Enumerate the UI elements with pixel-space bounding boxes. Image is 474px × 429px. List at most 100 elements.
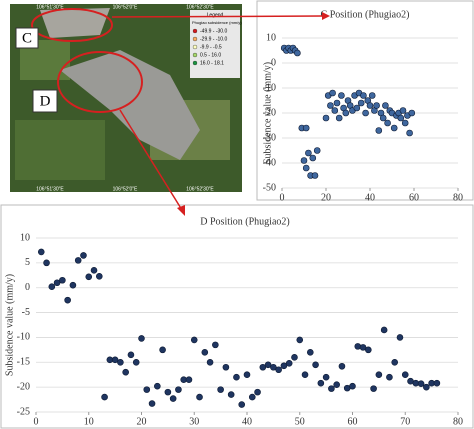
mine-area: [60, 50, 200, 160]
point: [196, 393, 203, 401]
point: [317, 379, 325, 387]
point: [370, 385, 377, 392]
legend-title: Legend: [207, 12, 224, 18]
point: [338, 92, 345, 99]
point: [154, 382, 161, 390]
point: [101, 393, 108, 401]
point: [302, 124, 310, 132]
point: [354, 343, 362, 350]
point: [217, 386, 224, 393]
point: [222, 363, 230, 371]
field: [15, 120, 105, 180]
legend-item: -49.9 - -30.0: [200, 28, 227, 34]
point: [132, 358, 140, 366]
point: [391, 358, 399, 366]
point: [312, 361, 319, 369]
point: [331, 107, 339, 114]
highlight-d: [57, 51, 143, 113]
x-tick-label: 60: [348, 416, 358, 427]
point: [238, 401, 246, 408]
point: [366, 102, 374, 109]
point: [380, 326, 388, 334]
chart-title: C Position (Phugiao2): [321, 9, 410, 20]
point: [360, 92, 367, 99]
x-tick-label: 30: [189, 416, 199, 427]
point: [328, 385, 335, 392]
y-tick-label: 10: [266, 32, 276, 43]
y-tick-label: -20: [263, 107, 276, 118]
coord-label: 106°51'30"E: [36, 186, 64, 192]
point: [302, 164, 310, 172]
y-tick-label: 0: [271, 57, 276, 68]
legend-swatch: [192, 44, 198, 50]
label-box: [15, 27, 39, 49]
x-tick-label: 40: [242, 416, 252, 427]
point: [300, 157, 308, 164]
x-tick-label: 50: [295, 416, 305, 427]
point: [59, 276, 66, 284]
point: [384, 119, 391, 127]
point: [349, 382, 356, 390]
point: [342, 109, 350, 117]
legend-subtitle: Phugiao subsidence (mm/y): [192, 20, 242, 25]
map: Legend Phugiao subsidence (mm/y) -49.9 -…: [10, 4, 242, 192]
point: [164, 388, 172, 396]
point: [96, 272, 103, 280]
point: [85, 273, 93, 281]
point: [90, 267, 98, 274]
y-tick-label: -30: [263, 132, 276, 143]
x-tick-label: 0: [280, 192, 285, 203]
point: [333, 381, 340, 388]
point: [390, 124, 398, 132]
point: [379, 114, 387, 122]
arrow-head: [322, 12, 330, 20]
point: [335, 114, 343, 122]
point: [48, 283, 56, 291]
point: [322, 114, 330, 122]
point: [313, 147, 321, 154]
point: [417, 380, 425, 387]
point: [127, 351, 135, 359]
legend-swatch: [192, 52, 198, 58]
point: [329, 89, 336, 97]
point: [122, 368, 129, 376]
x-tick-label: 10: [84, 416, 94, 427]
x-tick-label: 20: [137, 416, 147, 427]
point: [201, 349, 209, 356]
y-tick-label: 10: [20, 232, 30, 243]
y-tick-label: -15: [17, 357, 30, 368]
point: [322, 373, 330, 381]
y-tick-label: -40: [263, 157, 276, 168]
panel-frame: [0, 204, 474, 429]
point: [408, 109, 416, 117]
y-tick-label: -5: [22, 307, 30, 318]
point: [248, 393, 256, 401]
point: [359, 344, 367, 351]
arrow: [119, 109, 183, 211]
point: [338, 362, 346, 370]
point: [138, 335, 145, 342]
point: [357, 99, 365, 107]
point: [368, 92, 376, 99]
y-tick-label: -20: [17, 381, 30, 392]
panel-frame: [256, 0, 474, 201]
point: [243, 371, 251, 379]
y-tick-label: -10: [17, 332, 30, 343]
point: [365, 346, 372, 354]
y-tick-label: -10: [263, 82, 276, 93]
point: [74, 257, 82, 264]
point: [423, 383, 430, 391]
legend-swatch: [192, 36, 198, 42]
point: [396, 334, 404, 341]
point: [159, 346, 166, 354]
point: [185, 376, 193, 383]
point: [382, 102, 389, 109]
point: [169, 395, 177, 402]
legend-item: 16.0 - 18.1: [200, 60, 224, 66]
point: [275, 366, 282, 374]
point: [362, 109, 369, 117]
point: [212, 341, 219, 349]
point: [264, 361, 272, 369]
point: [69, 281, 77, 289]
